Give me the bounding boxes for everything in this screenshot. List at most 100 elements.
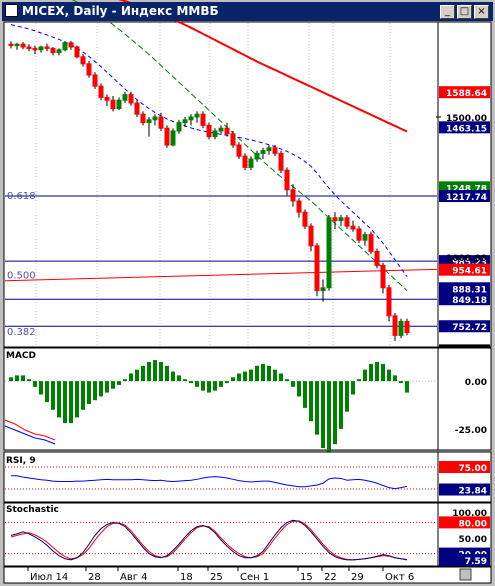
candle-bear <box>32 47 38 51</box>
macd-bar <box>249 369 253 382</box>
candle-bull <box>182 119 188 124</box>
candle-bear <box>134 102 140 115</box>
macd-bar <box>369 363 373 382</box>
candle-bear <box>158 116 164 129</box>
macd-bar <box>375 362 379 382</box>
macd-bar <box>75 381 79 418</box>
macd-bar <box>93 381 97 401</box>
macd-bar <box>69 381 73 424</box>
candle-bull <box>14 43 20 47</box>
macd-bar <box>201 381 205 391</box>
scroll-corner-button[interactable] <box>459 568 472 581</box>
candle-bear <box>50 47 56 54</box>
macd-bar <box>273 369 277 382</box>
candle-bull <box>254 152 260 160</box>
macd-bar <box>327 381 331 454</box>
macd-bar <box>27 379 31 382</box>
rsi-75-tag: 75.00 <box>459 464 487 474</box>
ma-mid-line <box>71 0 408 291</box>
macd-bar <box>21 375 25 382</box>
time-tick-label: Окт 6 <box>385 572 414 583</box>
candle-bull <box>116 99 122 110</box>
title-bar[interactable]: MICEX, Daily - Индекс ММВБ _ □ × <box>2 2 493 21</box>
time-tick-label: 15 <box>300 572 313 583</box>
time-tick-label: Июл 14 <box>30 572 68 583</box>
macd-bar <box>189 381 193 384</box>
rsi-line <box>11 475 408 490</box>
fib-382-label: 0.382 <box>7 327 36 338</box>
candle-bear <box>350 225 356 230</box>
macd-bar <box>99 381 103 397</box>
candle-bear <box>140 113 146 124</box>
candle-bull <box>218 127 224 132</box>
macd-bar <box>51 381 55 410</box>
time-tick-label: 29 <box>351 572 364 583</box>
macd-bar <box>63 381 67 424</box>
macd-bar <box>33 381 37 387</box>
macd-signal-line <box>4 419 56 441</box>
minimize-button[interactable]: _ <box>440 5 455 19</box>
stoch-80-tag-bg <box>439 516 490 529</box>
macd-bar <box>135 369 139 382</box>
macd-bar <box>123 379 127 382</box>
close-button[interactable]: × <box>474 5 489 19</box>
candle-bull <box>266 147 272 152</box>
candle-bull <box>176 122 182 132</box>
macd-bar <box>207 381 211 393</box>
macd-bar <box>141 365 145 382</box>
candle-bear <box>74 46 80 58</box>
macd-bar <box>405 381 409 393</box>
macd-bar <box>219 381 223 387</box>
candle-bull <box>170 130 176 146</box>
macd-bar <box>321 381 325 448</box>
macd-bar <box>309 381 313 422</box>
price-tick-1000: 1000.00 <box>446 254 487 264</box>
candle-bear <box>26 46 32 49</box>
macd-bar <box>105 381 109 393</box>
macd-bar <box>39 381 43 395</box>
macd-bar <box>183 379 187 382</box>
candle-bear <box>344 217 350 227</box>
price-pane <box>3 21 439 348</box>
fib-382-tag: 752.72 <box>452 323 487 333</box>
ma-fast-tag-bg <box>439 121 490 134</box>
candle-bear <box>308 225 314 247</box>
candle-bear <box>86 63 92 76</box>
candle-bull <box>260 150 266 154</box>
candle-bear <box>386 287 392 317</box>
rsi-cur-tag: 23.84 <box>459 487 487 497</box>
macd-bar <box>153 360 157 382</box>
level-888-tag-bg <box>439 282 490 295</box>
candle-bear <box>374 250 380 266</box>
macd-bar <box>81 381 85 410</box>
macd-bar <box>303 381 307 408</box>
ma-fast-tag: 1463.15 <box>446 124 487 134</box>
candle-bear <box>332 217 338 222</box>
macd-axis <box>437 347 492 451</box>
macd-bar <box>315 381 319 435</box>
candle-bear <box>20 43 26 48</box>
macd-bar <box>117 381 121 385</box>
maximize-button[interactable]: □ <box>457 5 472 19</box>
candle-bear <box>314 245 320 292</box>
level-849-tag: 849.18 <box>452 296 487 306</box>
stoch-tick-100: 100.00 <box>452 509 487 519</box>
time-tick-label: 28 <box>88 572 101 583</box>
candle-bear <box>68 42 74 48</box>
candle-bull <box>248 158 254 168</box>
macd-title: MACD <box>6 351 36 361</box>
macd-bar <box>231 377 235 382</box>
candle-bear <box>104 96 110 101</box>
level-849-tag-bg <box>439 293 490 306</box>
macd-bar <box>195 381 199 387</box>
macd-bar <box>279 373 283 382</box>
candle-bear <box>164 127 170 146</box>
macd-bar <box>213 381 217 391</box>
macd-bar <box>387 369 391 382</box>
window-title: MICEX, Daily - Индекс ММВБ <box>22 4 219 18</box>
candle-bear <box>206 124 212 138</box>
